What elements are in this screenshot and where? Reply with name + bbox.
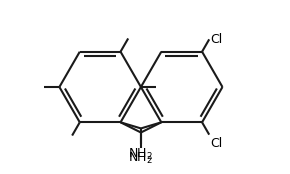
Text: Cl: Cl xyxy=(210,33,222,46)
Text: NH$_2$: NH$_2$ xyxy=(128,147,153,162)
Text: Cl: Cl xyxy=(210,137,222,150)
Text: NH$_2$: NH$_2$ xyxy=(128,151,153,166)
